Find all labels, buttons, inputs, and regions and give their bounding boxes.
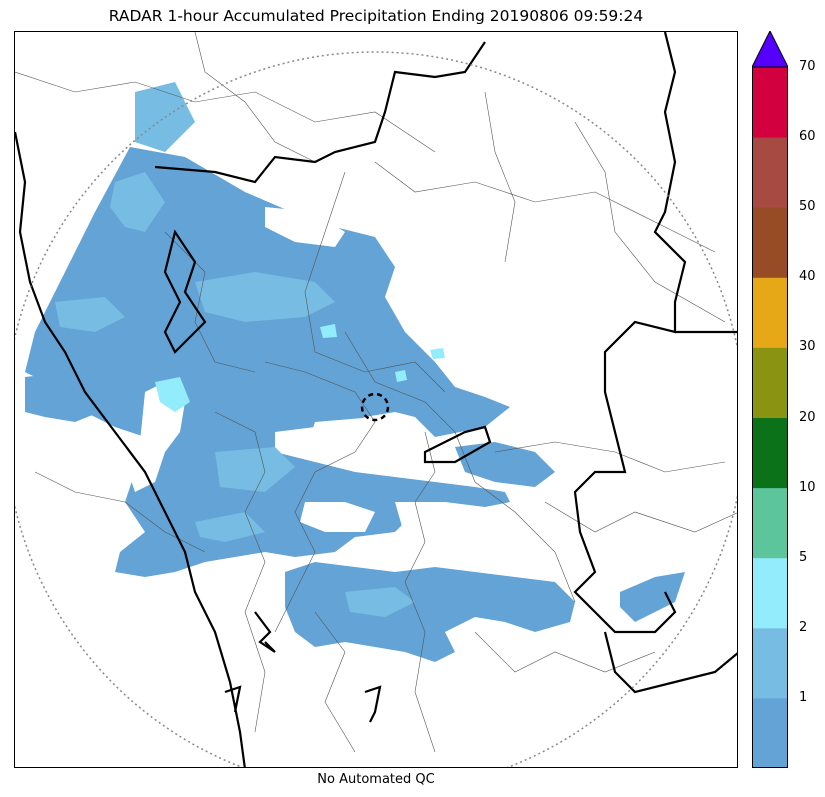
state-borders [15,32,737,767]
colorbar-canvas [752,31,788,768]
radar-map-canvas [15,32,737,767]
chart-title: RADAR 1-hour Accumulated Precipitation E… [108,7,644,25]
precipitation-gap-layer [125,207,465,592]
colorbar-bin [752,557,788,629]
colorbar-tick-label: 10 [799,479,816,495]
colorbar-tick-label: 50 [799,199,816,215]
precip-region-east-lobe [620,572,685,622]
colorbar-tick-label: 2 [799,619,808,635]
colorbar-bin [752,697,788,768]
colorbar-tick-label: 30 [799,339,816,355]
radar-map [14,31,738,768]
colorbar-bin [752,487,788,559]
colorbar-extend-arrow [752,31,788,68]
precipitation-medium-layer [55,82,415,617]
precip-region-northeast [455,442,555,487]
colorbar-tick-label: 40 [799,269,816,285]
colorbar-bin [752,277,788,348]
district-borders [15,32,737,753]
colorbar [752,31,788,768]
colorbar-tick-label: 5 [799,549,808,565]
colorbar-tick-label: 1 [799,689,808,705]
colorbar-bin [752,137,788,208]
colorbar-bin [752,417,788,489]
colorbar-bin [752,347,788,418]
colorbar-bin [752,207,788,278]
colorbar-bin [752,67,788,138]
radar-site-marker [360,392,390,422]
colorbar-tick-label: 20 [799,409,816,425]
precip-region-south [285,562,575,662]
colorbar-frame [752,66,788,768]
colorbar-tick-label: 60 [799,129,816,145]
qc-note: No Automated QC [317,772,435,787]
colorbar-bin [752,627,788,699]
precipitation-cyan-layer [155,324,445,412]
colorbar-tick-label: 70 [799,59,816,74]
